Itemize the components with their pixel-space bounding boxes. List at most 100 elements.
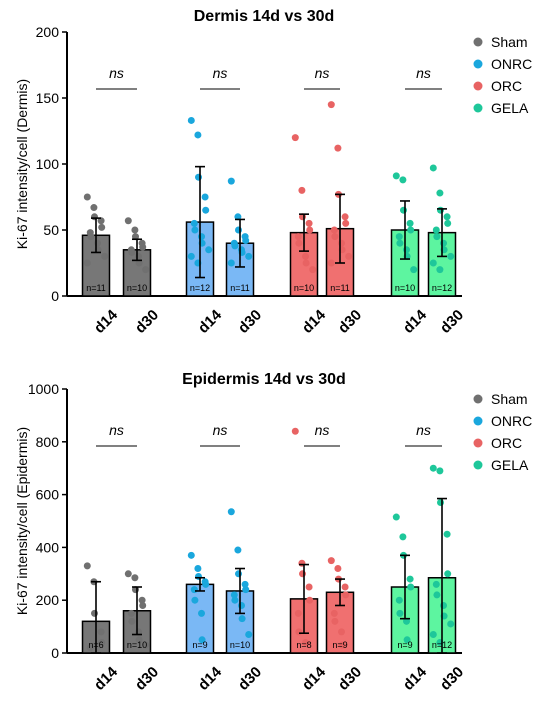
data-point	[139, 601, 147, 609]
significance-label: ns	[315, 422, 330, 438]
data-point	[135, 252, 142, 260]
data-point	[235, 570, 242, 578]
legend-label: ORC	[491, 435, 522, 451]
n-label: n=10	[127, 283, 147, 293]
data-point	[235, 226, 242, 234]
data-point	[444, 219, 452, 227]
data-point	[309, 266, 317, 274]
data-point	[142, 266, 150, 274]
data-point	[433, 591, 441, 599]
data-point	[400, 206, 407, 214]
data-point	[437, 206, 444, 214]
data-point	[90, 204, 98, 212]
data-point	[395, 233, 403, 241]
y-tick-label: 50	[43, 222, 59, 238]
data-point	[327, 101, 335, 109]
data-point	[97, 628, 105, 636]
n-label: n=9	[332, 640, 347, 650]
x-tick-label: d14	[91, 663, 122, 694]
data-point	[406, 575, 414, 583]
data-point	[407, 583, 415, 591]
data-point	[97, 217, 105, 225]
data-point	[342, 591, 350, 599]
n-label: n=8	[296, 640, 311, 650]
data-point	[234, 546, 242, 554]
data-point	[195, 173, 202, 181]
data-point	[294, 609, 302, 617]
data-point	[242, 586, 250, 594]
data-point	[302, 252, 309, 260]
n-label: n=10	[127, 640, 147, 650]
data-point	[139, 243, 147, 251]
data-point	[98, 223, 106, 231]
legend-marker	[473, 37, 483, 47]
data-point	[443, 530, 451, 538]
significance-label: ns	[416, 65, 431, 81]
legend-marker	[473, 438, 483, 448]
data-point	[298, 186, 306, 194]
legend-marker	[473, 416, 483, 426]
data-point	[399, 176, 407, 184]
x-tick-label: d30	[235, 664, 265, 694]
legend-label: ONRC	[491, 413, 532, 429]
data-point	[205, 246, 213, 254]
data-point	[436, 467, 444, 475]
legend-marker	[473, 103, 483, 113]
x-tick-label: d14	[299, 663, 330, 694]
data-point	[305, 583, 313, 591]
n-label: n=12	[432, 283, 452, 293]
data-point	[124, 570, 132, 578]
y-tick-label: 200	[36, 24, 60, 40]
significance-label: ns	[213, 422, 228, 438]
data-point	[195, 572, 202, 580]
data-point	[135, 636, 143, 644]
data-point	[187, 551, 195, 559]
data-point	[345, 252, 353, 260]
data-point	[98, 638, 106, 646]
data-point	[187, 116, 195, 124]
n-label: n=11	[330, 283, 350, 293]
y-tick-label: 150	[36, 90, 60, 106]
y-tick-label: 400	[36, 539, 60, 555]
data-point	[429, 631, 437, 639]
y-axis-label-epidermis: Ki-67 intensity/cell (Epidermis)	[14, 427, 30, 615]
data-point	[338, 628, 345, 636]
y-tick-label: 100	[36, 156, 60, 172]
data-point	[187, 252, 195, 260]
data-point	[227, 259, 235, 267]
data-point	[231, 242, 239, 250]
data-point	[142, 641, 150, 649]
data-point	[334, 144, 342, 152]
data-point	[403, 636, 411, 644]
data-point	[245, 252, 253, 260]
y-tick-label: 0	[51, 288, 59, 304]
data-point	[191, 596, 199, 604]
data-point	[101, 252, 109, 260]
x-tick-label: d30	[132, 664, 162, 694]
data-point	[306, 226, 314, 234]
data-point	[238, 615, 246, 623]
data-point	[128, 248, 136, 256]
data-point	[135, 259, 143, 267]
data-point	[429, 259, 437, 267]
significance-label: ns	[416, 422, 431, 438]
y-tick-label: 1000	[28, 381, 59, 397]
x-tick-label: d30	[437, 664, 467, 694]
legend-marker	[473, 460, 483, 470]
data-point	[227, 508, 235, 516]
data-point	[396, 239, 404, 247]
data-point	[342, 219, 350, 227]
data-point	[432, 580, 440, 588]
data-point	[399, 533, 407, 541]
n-label: n=11	[230, 283, 250, 293]
data-point	[429, 464, 437, 472]
data-point	[410, 266, 418, 274]
data-point	[231, 596, 239, 604]
data-point	[198, 609, 205, 617]
data-point	[302, 638, 309, 646]
data-point	[338, 641, 346, 649]
data-point	[128, 617, 136, 625]
data-point	[327, 557, 335, 565]
data-point	[191, 226, 199, 234]
